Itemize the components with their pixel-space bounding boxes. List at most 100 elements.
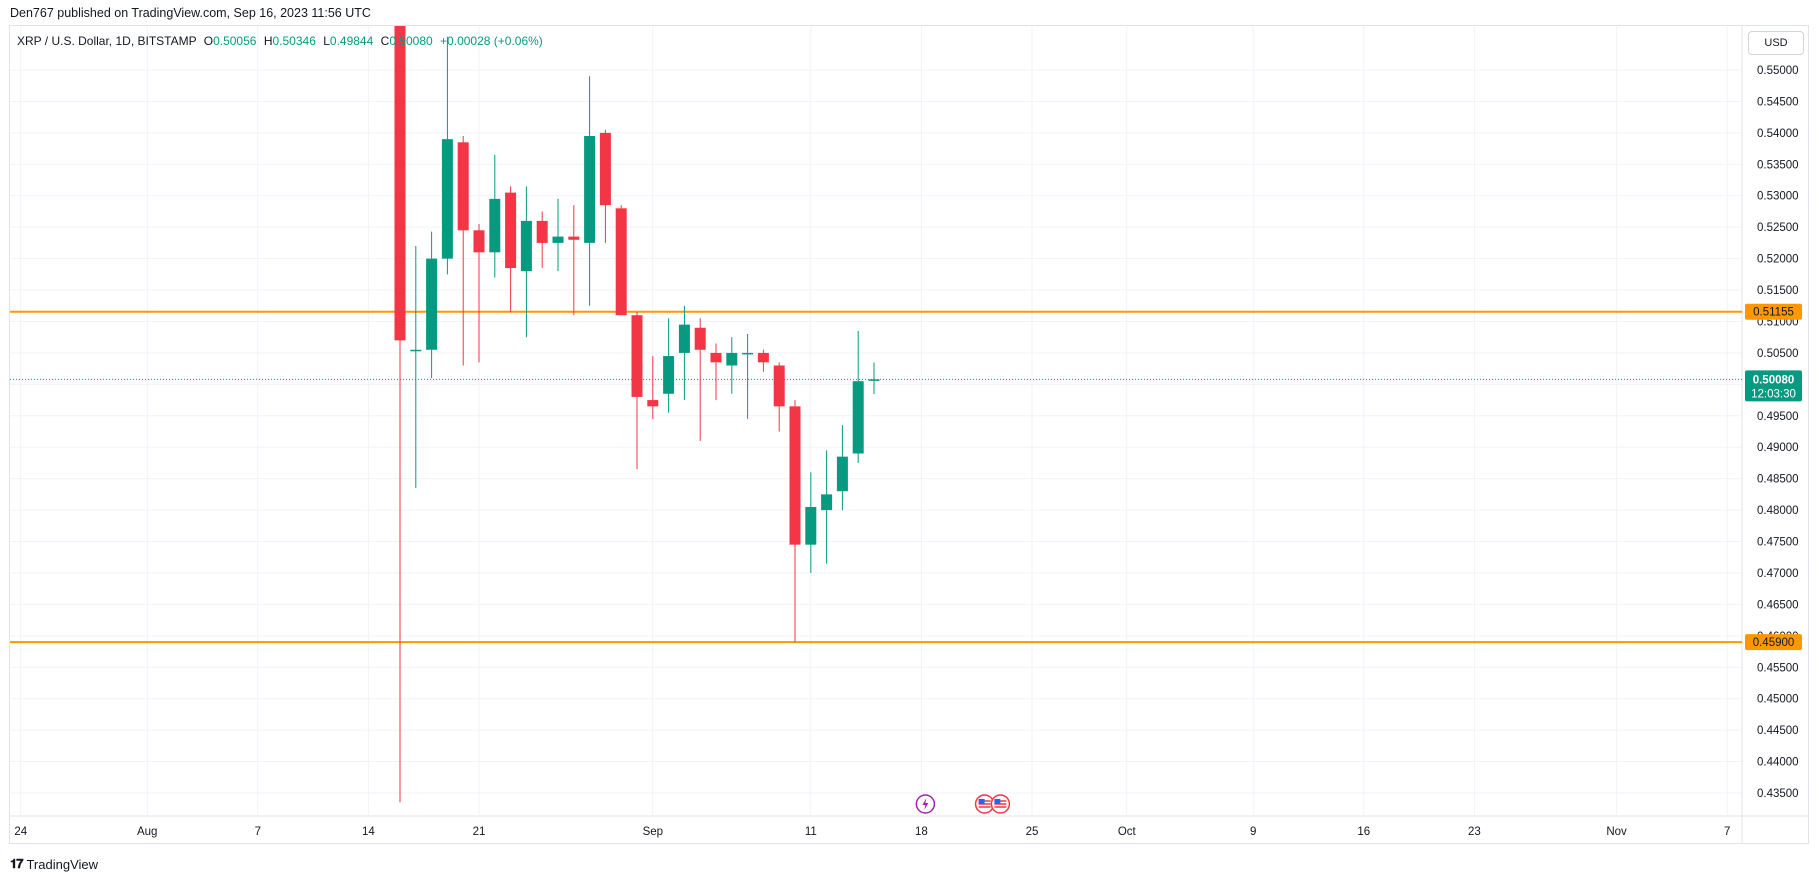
time-tick-label: 16	[1357, 826, 1370, 838]
time-tick-label: 24	[14, 826, 27, 838]
price-tick-label: 0.48000	[1757, 505, 1799, 517]
price-tick-label: 0.49000	[1757, 442, 1799, 454]
time-tick-label: 7	[1724, 826, 1730, 838]
flag-canton	[978, 799, 985, 804]
upper-level-tag-bg	[1745, 303, 1802, 320]
price-tick-label: 0.47500	[1757, 537, 1799, 549]
tradingview-logo-icon: 𝟏𝟕	[10, 856, 24, 871]
brand-name: TradingView	[26, 856, 99, 872]
time-tick-label: 23	[1468, 826, 1481, 838]
price-tick-label: 0.44500	[1757, 725, 1799, 737]
candle-body	[647, 400, 659, 407]
candle	[868, 362, 880, 395]
candle-body	[426, 258, 438, 350]
candle-body	[489, 198, 501, 253]
candle-body	[836, 456, 848, 492]
price-tick-label: 0.54500	[1757, 96, 1799, 108]
candle	[394, 26, 406, 803]
candle-body	[615, 208, 627, 316]
price-tick-label: 0.52500	[1757, 222, 1799, 234]
last-price-tag-bg	[1745, 370, 1802, 402]
candle-body	[520, 220, 532, 272]
price-tick-label: 0.44000	[1757, 757, 1799, 769]
candle	[742, 334, 754, 419]
lower-level-tag: 0.45900	[1753, 637, 1795, 649]
horizontal-levels	[10, 310, 1742, 644]
candle-body	[821, 494, 833, 511]
candle-body	[757, 352, 769, 363]
time-tick-label: 7	[255, 826, 261, 838]
candle	[536, 211, 548, 269]
candle	[410, 246, 422, 489]
upper-level-tag: 0.51155	[1753, 307, 1794, 319]
candle-body	[505, 192, 517, 269]
candle	[789, 400, 801, 643]
candle	[663, 318, 675, 413]
candle	[599, 129, 611, 243]
low-value: 0.49844	[329, 34, 374, 48]
candle-body	[568, 236, 580, 240]
candle	[647, 356, 659, 419]
time-tick-label: Oct	[1118, 826, 1137, 838]
candle	[441, 36, 453, 275]
chart-legend: XRP / U.S. Dollar, 1D, BITSTAMP O0.50056…	[17, 34, 543, 48]
price-axis: 0.55000 0.54500 0.54000 0.53500 0.53000 0.525…	[1745, 65, 1802, 800]
time-tick-label: 9	[1250, 826, 1256, 838]
time-tick-label: 11	[805, 826, 817, 838]
candle-body	[473, 230, 485, 253]
candle-body	[678, 324, 690, 353]
candle	[520, 186, 532, 338]
candle	[836, 425, 848, 511]
candle	[568, 205, 580, 316]
candle-body	[441, 139, 453, 259]
candle-body	[852, 381, 864, 454]
price-tick-label: 0.50500	[1757, 348, 1799, 360]
high-label: H	[263, 34, 273, 48]
price-tick-label: 0.47000	[1757, 568, 1799, 580]
candle-body	[742, 352, 754, 355]
candle	[757, 349, 769, 372]
candle-body	[789, 406, 801, 545]
brand[interactable]: 𝟏𝟕 TradingView	[10, 856, 98, 872]
change-value: +0.00028 (+0.06%)	[440, 34, 543, 48]
low-label: L	[323, 34, 330, 48]
time-tick-label: Aug	[137, 826, 157, 838]
price-tick-label: 0.45000	[1757, 694, 1799, 706]
time-tick-label: 25	[1026, 826, 1039, 838]
candle	[678, 305, 690, 401]
candle	[726, 337, 738, 394]
candle	[805, 472, 817, 573]
currency-button[interactable]: USD	[1748, 31, 1804, 55]
last-price-tag: 0.50080	[1753, 374, 1795, 386]
candle	[615, 205, 627, 316]
candle-body	[631, 315, 643, 397]
symbol-title: XRP / U.S. Dollar, 1D, BITSTAMP	[17, 34, 197, 48]
lower-level-tag-bg	[1745, 634, 1802, 651]
time-axis: 24 Aug 7 14 21 Sep 11 18 25 Oct 9 16 23 Nov 7	[14, 826, 1730, 838]
candle-body	[710, 352, 722, 363]
time-tick-label: Nov	[1606, 826, 1627, 838]
candle	[489, 154, 501, 278]
price-tick-label: 0.52000	[1757, 254, 1799, 266]
time-tick-label: 21	[473, 826, 486, 838]
publisher-caption: Den767 published on TradingView.com, Sep…	[10, 6, 371, 20]
candle-body	[694, 327, 706, 350]
countdown-tag: 12:03:30	[1751, 388, 1796, 400]
candle	[505, 186, 517, 313]
candle	[852, 330, 864, 463]
candle	[457, 136, 469, 366]
candle	[710, 343, 722, 401]
open-label: O	[203, 34, 214, 48]
price-tick-label: 0.48500	[1757, 474, 1799, 486]
candle	[773, 362, 785, 432]
chart-frame	[9, 25, 1809, 844]
time-tick-label: Sep	[643, 826, 663, 838]
candle-body	[584, 136, 596, 243]
price-tick-label: 0.53500	[1757, 159, 1799, 171]
price-tick-label: 0.43500	[1757, 788, 1799, 800]
candle	[552, 198, 564, 272]
candle-body	[552, 236, 564, 243]
candle-body	[805, 506, 817, 545]
price-tick-label: 0.54000	[1757, 128, 1799, 140]
